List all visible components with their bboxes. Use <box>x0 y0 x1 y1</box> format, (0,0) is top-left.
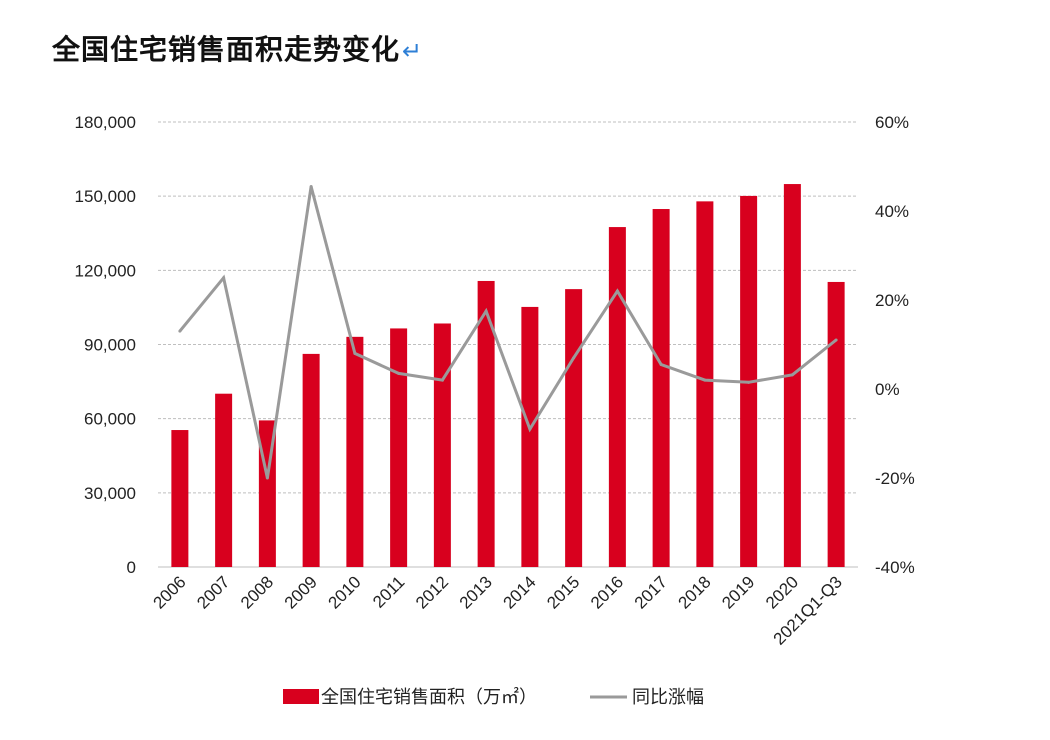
right-tick-label: -40% <box>875 558 915 577</box>
bar <box>652 209 670 567</box>
x-tick-label: 2020 <box>762 572 802 612</box>
bar <box>827 281 845 567</box>
line-point <box>790 373 794 377</box>
x-tick-label: 2006 <box>150 572 190 612</box>
left-tick-label: 90,000 <box>84 336 136 355</box>
line-point <box>703 378 707 382</box>
line-point <box>178 329 182 333</box>
right-tick-label: 60% <box>875 113 909 132</box>
legend-bar-swatch <box>283 689 319 704</box>
line-point <box>834 338 838 342</box>
x-tick-label: 2014 <box>500 572 540 612</box>
x-tick-label: 2015 <box>543 572 583 612</box>
line-point <box>222 276 226 280</box>
left-axis: 0 30,000 60,000 90,000 120,000 150,000 180,000 <box>75 113 136 577</box>
left-tick-label: 60,000 <box>84 410 136 429</box>
bar <box>390 328 408 567</box>
x-tick-label: 2011 <box>369 572 408 611</box>
bar <box>696 201 714 567</box>
right-tick-label: -20% <box>875 469 915 488</box>
return-mark-icon: ↵ <box>402 37 424 65</box>
left-tick-label: 120,000 <box>75 261 136 280</box>
x-axis: 2006 2007 2008 2009 2010 2011 2012 2013 2014 2015… <box>150 572 846 648</box>
x-tick-label: 2019 <box>718 572 758 612</box>
legend-line-label: 同比涨幅 <box>632 687 704 707</box>
x-tick-label: 2016 <box>587 572 627 612</box>
line-point <box>572 356 576 360</box>
bar-series <box>171 184 845 568</box>
right-axis: -40% -20% 0% 20% 40% 60% <box>875 113 915 577</box>
legend: 全国住宅销售面积（万㎡） 同比涨幅 <box>283 686 704 707</box>
x-tick-label: 2007 <box>193 572 233 612</box>
right-tick-label: 40% <box>875 202 909 221</box>
line-point <box>659 363 663 367</box>
bar <box>433 323 451 567</box>
left-tick-label: 180,000 <box>75 113 136 132</box>
x-tick-label: 2012 <box>412 572 452 612</box>
x-tick-label: 2009 <box>281 572 321 612</box>
bar <box>346 336 364 567</box>
line-series <box>178 185 838 480</box>
left-tick-label: 0 <box>127 558 136 577</box>
x-tick-label: 2013 <box>456 572 496 612</box>
legend-bar-label: 全国住宅销售面积（万㎡） <box>321 686 537 707</box>
bar <box>521 306 539 567</box>
line-point <box>440 378 444 382</box>
left-tick-label: 30,000 <box>84 484 136 503</box>
page-title: 全国住宅销售面积走势变化↵ <box>52 28 423 68</box>
left-tick-label: 150,000 <box>75 187 136 206</box>
yoy-change-line <box>178 186 838 479</box>
x-tick-label: 2018 <box>675 572 715 612</box>
line-point <box>353 351 357 355</box>
x-tick-label: 2008 <box>237 572 277 612</box>
right-tick-label: 20% <box>875 291 909 310</box>
line-point <box>397 371 401 375</box>
x-tick-label: 2017 <box>631 572 671 612</box>
right-tick-label: 0% <box>875 380 900 399</box>
bar <box>302 353 320 567</box>
title-text: 全国住宅销售面积走势变化 <box>52 33 401 66</box>
bar <box>215 393 233 567</box>
line-point <box>747 380 751 384</box>
line-point <box>309 185 313 189</box>
line-point <box>615 289 619 293</box>
bar <box>477 280 495 567</box>
line-point <box>528 427 532 431</box>
x-tick-label: 2010 <box>325 572 365 612</box>
bar <box>565 289 583 567</box>
bar <box>171 430 189 567</box>
bar <box>608 227 626 567</box>
line-point <box>265 476 269 480</box>
line-point <box>484 309 488 313</box>
